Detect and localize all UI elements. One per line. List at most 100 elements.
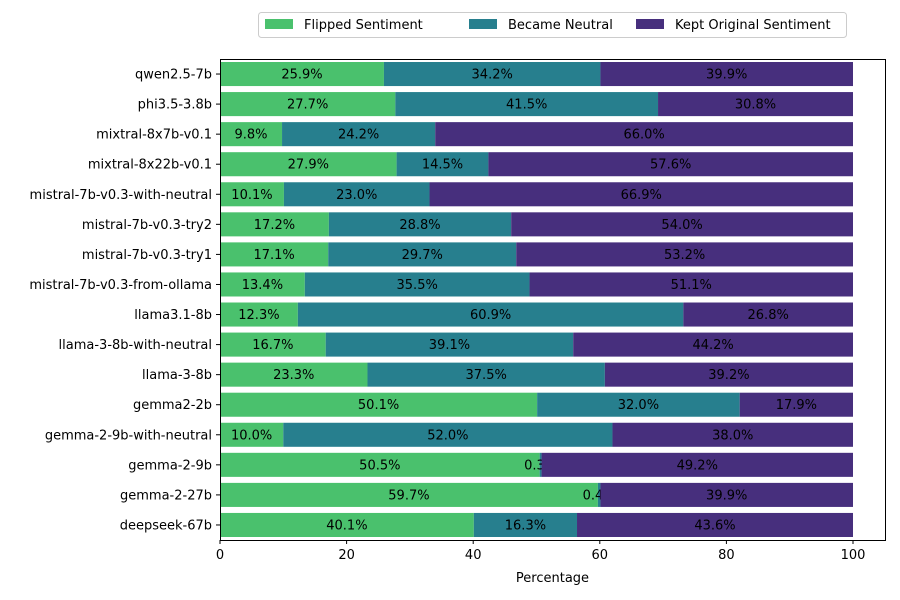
bar-value-label: 17.2%: [254, 218, 295, 233]
bar-value-label: 40.1%: [326, 518, 367, 533]
y-tick-label: gemma-2-27b: [120, 488, 212, 503]
bar-value-label: 28.8%: [399, 218, 440, 233]
bar-value-label: 10.1%: [231, 188, 272, 203]
bar-value-label: 16.7%: [252, 338, 293, 353]
bar-segment: [429, 182, 853, 207]
legend-label: Became Neutral: [508, 18, 613, 33]
bar-segment: [220, 242, 329, 267]
y-tick-label: llama-3-8b-with-neutral: [59, 338, 212, 353]
bar-segment: [604, 362, 853, 387]
bars: 25.9% 34.2% 39.9% 27.7% 41.5% 30.8% 9.8% 24.2% 6…: [220, 62, 853, 537]
bar-segment: [529, 272, 853, 297]
bar-value-label: 10.0%: [231, 428, 272, 443]
legend-swatch: [636, 19, 664, 29]
bar-value-label: 39.2%: [708, 368, 749, 383]
bar-segment: [658, 92, 853, 117]
x-axis: 0 20 40 60 80 100: [216, 540, 865, 563]
bar-segment: [683, 302, 853, 327]
bar-segment: [541, 452, 853, 477]
bar-segment: [220, 152, 397, 177]
bar-value-label: 38.0%: [712, 428, 753, 443]
bar-segment: [220, 212, 329, 237]
bar-segment: [577, 512, 853, 537]
bar-segment: [739, 392, 853, 417]
bar-segment: [573, 332, 853, 357]
y-tick-label: mistral-7b-v0.3-try2: [82, 218, 212, 233]
bar-value-label: 25.9%: [281, 68, 322, 83]
bar-value-label: 17.1%: [253, 248, 294, 263]
bar-segment: [473, 512, 578, 537]
bar-value-label: 9.8%: [235, 128, 268, 143]
y-tick-label: llama3.1-8b: [134, 308, 212, 323]
bar-segment: [220, 422, 284, 447]
bar-segment: [395, 92, 659, 117]
bar-segment: [220, 512, 474, 537]
y-tick-label: mistral-7b-v0.3-try1: [82, 248, 212, 263]
bar-value-label: 27.7%: [287, 98, 328, 113]
y-tick-label: llama-3-8b: [142, 368, 212, 383]
bar-segment: [220, 92, 396, 117]
bar-segment: [282, 122, 436, 147]
bar-segment: [600, 482, 853, 507]
bar-value-label: 44.2%: [692, 338, 733, 353]
bar-segment: [220, 482, 598, 507]
x-tick-label: 60: [592, 548, 609, 563]
bar-value-label: 43.6%: [694, 518, 735, 533]
bar-segment: [220, 362, 368, 387]
bar-value-label: 37.5%: [466, 368, 507, 383]
bar-value-label: 35.5%: [397, 278, 438, 293]
x-tick-label: 40: [465, 548, 482, 563]
bar-segment: [396, 152, 489, 177]
bar-segment: [220, 182, 284, 207]
bar-segment: [516, 242, 853, 267]
bar-segment: [220, 332, 326, 357]
bar-segment: [325, 332, 574, 357]
bar-segment: [597, 482, 601, 507]
bar-segment: [435, 122, 853, 147]
bar-value-label: 34.2%: [472, 68, 513, 83]
bar-value-label: 66.9%: [621, 188, 662, 203]
bar-segment: [304, 272, 530, 297]
x-tick-label: 80: [718, 548, 735, 563]
bar-value-label: 26.8%: [748, 308, 789, 323]
legend-label: Kept Original Sentiment: [675, 18, 831, 33]
bar-segment: [367, 362, 605, 387]
bar-segment: [283, 422, 613, 447]
x-tick-label: 0: [216, 548, 224, 563]
bar-value-label: 50.5%: [359, 458, 400, 473]
bar-value-label: 16.3%: [505, 518, 546, 533]
bar-segment: [537, 392, 740, 417]
bar-segment: [220, 272, 305, 297]
bar-segment: [328, 212, 512, 237]
y-tick-label: qwen2.5-7b: [135, 68, 212, 83]
bar-value-label: 23.3%: [273, 368, 314, 383]
bar-value-label: 59.7%: [388, 488, 429, 503]
bar-segment: [328, 242, 517, 267]
bar-value-label: 54.0%: [661, 218, 702, 233]
legend-label: Flipped Sentiment: [304, 18, 423, 33]
bar-value-label: 23.0%: [336, 188, 377, 203]
bar-segment: [220, 122, 283, 147]
legend-swatch: [265, 19, 293, 29]
plot-frame: [220, 59, 886, 541]
y-tick-label: gemma-2-9b-with-neutral: [45, 428, 212, 443]
bar-value-label: 12.3%: [238, 308, 279, 323]
bar-value-label: 27.9%: [288, 158, 329, 173]
bar-value-label: 66.0%: [623, 128, 664, 143]
bar-segment: [220, 302, 298, 327]
x-axis-title: Percentage: [516, 571, 589, 586]
y-tick-label: mistral-7b-v0.3-with-neutral: [30, 188, 212, 203]
bar-value-label: 52.0%: [427, 428, 468, 443]
bar-segment: [488, 152, 853, 177]
bar-value-label: 57.6%: [650, 158, 691, 173]
bar-value-label: 32.0%: [618, 398, 659, 413]
bar-value-label: 14.5%: [422, 158, 463, 173]
y-tick-label: gemma-2-9b: [128, 458, 212, 473]
bar-value-label: 24.2%: [338, 128, 379, 143]
bar-value-label: 13.4%: [242, 278, 283, 293]
y-axis: qwen2.5-7b phi3.5-3.8b mixtral-8x7b-v0.1 mi…: [29, 68, 220, 533]
bar-value-label: 17.9%: [776, 398, 817, 413]
bar-segment: [511, 212, 853, 237]
bar-value-label: 49.2%: [677, 458, 718, 473]
